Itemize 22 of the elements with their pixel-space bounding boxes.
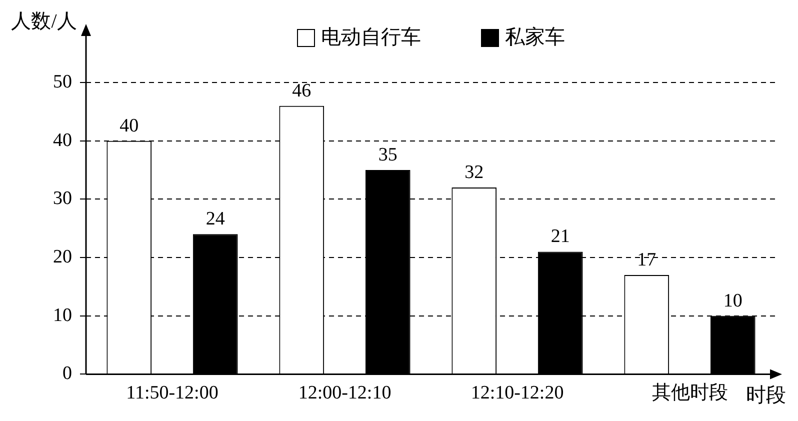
y-tick-label: 10 bbox=[53, 304, 72, 326]
data-label: 32 bbox=[464, 162, 484, 183]
data-label: 40 bbox=[120, 115, 139, 136]
legend-label: 电动自行车 bbox=[321, 26, 421, 48]
legend-label: 私家车 bbox=[505, 26, 565, 48]
x-tick-label: 其他时段 bbox=[652, 382, 728, 404]
y-tick-label: 20 bbox=[53, 246, 72, 268]
y-tick-label: 40 bbox=[53, 130, 72, 151]
x-tick-label: 11:50-12:00 bbox=[126, 382, 218, 404]
y-tick-label: 0 bbox=[62, 363, 72, 384]
y-axis-title: 人数/人 bbox=[11, 10, 77, 32]
data-label: 24 bbox=[206, 208, 226, 230]
data-label: 35 bbox=[378, 144, 398, 166]
y-tick-label: 50 bbox=[53, 71, 72, 92]
data-label: 46 bbox=[292, 80, 312, 102]
x-tick-label: 12:00-12:10 bbox=[298, 382, 392, 404]
x-axis-title: 时段 bbox=[746, 384, 786, 406]
data-label: 10 bbox=[723, 290, 742, 312]
y-tick-label: 30 bbox=[53, 188, 72, 210]
data-label: 17 bbox=[637, 250, 656, 271]
x-tick-label: 12:10-12:20 bbox=[470, 382, 564, 404]
data-label: 21 bbox=[550, 226, 570, 248]
